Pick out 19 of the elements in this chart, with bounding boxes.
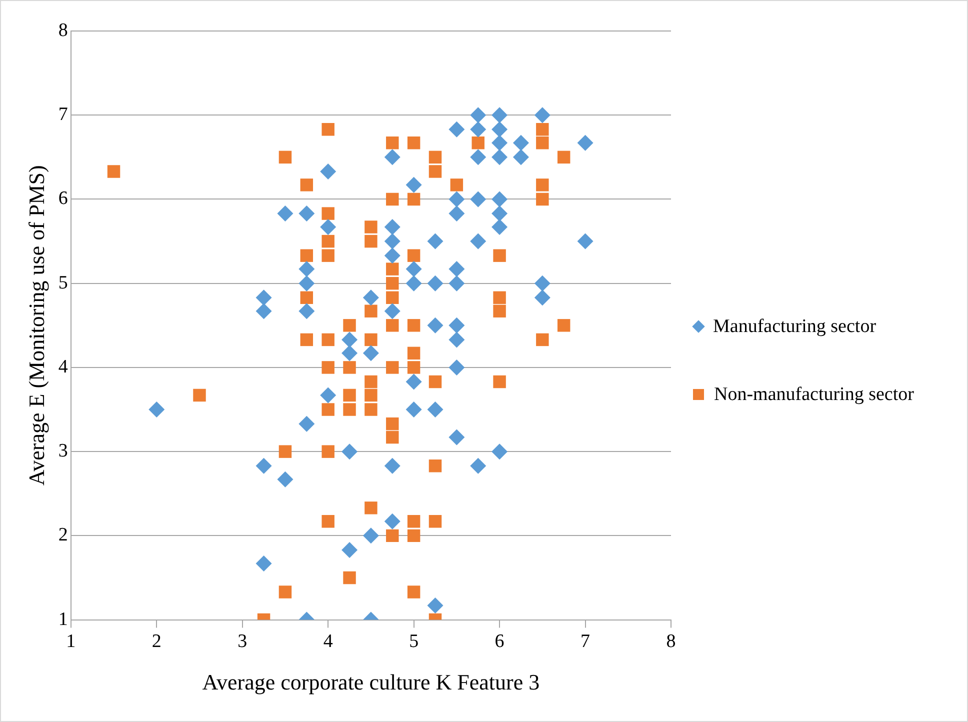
x-tick-label: 4 <box>323 631 334 652</box>
x-tick-label: 6 <box>494 631 504 652</box>
y-tick-label: 3 <box>58 440 68 462</box>
y-tick-label: 4 <box>58 356 68 378</box>
x-tick-label: 3 <box>238 631 248 652</box>
y-tick-label: 2 <box>58 524 68 546</box>
y-tick-label: 5 <box>58 272 68 294</box>
x-tick-label: 5 <box>409 631 419 652</box>
x-tick-label: 2 <box>152 631 162 652</box>
x-tick-label: 8 <box>666 631 676 652</box>
y-tick-label: 6 <box>58 188 68 210</box>
x-tick-label: 7 <box>580 631 590 652</box>
y-axis-title: Average E (Monitoring use of PMS) <box>24 165 49 486</box>
y-tick-label: 7 <box>58 104 68 126</box>
y-tick-label: 1 <box>58 608 68 630</box>
x-axis-title: Average corporate culture K Feature 3 <box>202 670 540 695</box>
y-tick-label: 8 <box>58 20 68 41</box>
legend-label: Non-manufacturing sector <box>714 383 914 407</box>
legend-label: Manufacturing sector <box>713 315 876 339</box>
